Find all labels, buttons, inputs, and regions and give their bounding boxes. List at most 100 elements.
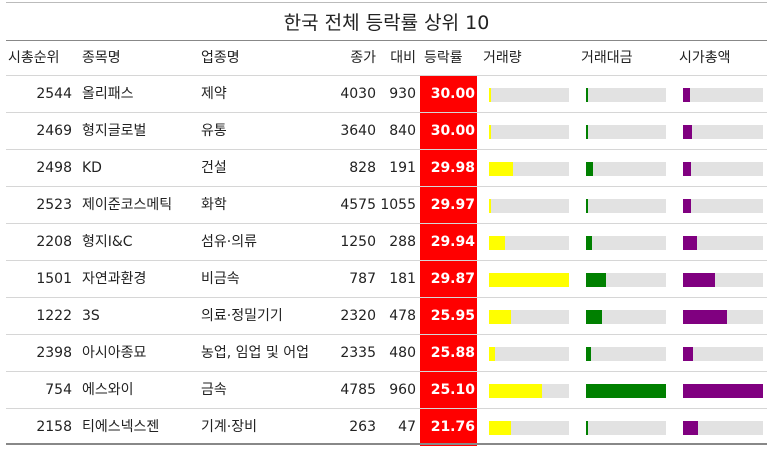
close-price-cell: 4030 xyxy=(340,86,376,102)
close-price-cell: 4575 xyxy=(340,197,376,213)
chart-title: 한국 전체 등락률 상위 10 xyxy=(283,12,490,34)
market-cap-bar-track xyxy=(683,162,763,176)
rank-cell: 1222 xyxy=(36,308,72,324)
change-rate-cell: 25.95 xyxy=(420,298,477,335)
change-amount-cell: 181 xyxy=(389,271,416,287)
rank-cell: 2523 xyxy=(36,197,72,213)
change-amount-cell: 1055 xyxy=(380,197,416,213)
trade-value-bar-track xyxy=(586,162,666,176)
stock-name-cell: 형지글로벌 xyxy=(82,123,147,139)
rank-cell: 2208 xyxy=(36,234,72,250)
rank-cell: 2398 xyxy=(36,345,72,361)
volume-bar xyxy=(489,236,505,250)
market-cap-bar xyxy=(683,88,691,102)
close-price-cell: 828 xyxy=(349,160,376,176)
stock-name-cell: 자연과환경 xyxy=(82,271,147,287)
rank-cell: 754 xyxy=(45,382,72,398)
change-amount-cell: 960 xyxy=(389,382,416,398)
market-cap-bar xyxy=(683,347,694,361)
stock-name-cell: 제이준코스메틱 xyxy=(82,197,173,213)
table-row: 2158 티에스넥스젠 기계·장비 263 47 21.76 xyxy=(6,408,767,446)
header-sector: 업종명 xyxy=(201,50,240,66)
change-rate-cell: 25.88 xyxy=(420,335,477,372)
change-rate-cell: 21.76 xyxy=(420,409,477,446)
close-price-cell: 263 xyxy=(349,419,376,435)
trade-value-bar xyxy=(586,162,594,176)
market-cap-bar-track xyxy=(683,236,763,250)
volume-bar-track xyxy=(489,421,569,435)
trade-value-bar xyxy=(586,125,588,139)
trade-value-bar-track xyxy=(586,421,666,435)
header-volume: 거래량 xyxy=(483,50,522,66)
volume-bar-track xyxy=(489,384,569,398)
change-amount-cell: 47 xyxy=(398,419,416,435)
market-cap-bar-track xyxy=(683,273,763,287)
sector-cell: 비금속 xyxy=(201,271,240,287)
volume-bar xyxy=(489,347,495,361)
stock-name-cell: 에스와이 xyxy=(82,382,134,398)
market-cap-bar-track xyxy=(683,384,763,398)
header-name: 종목명 xyxy=(82,50,121,66)
market-cap-bar-track xyxy=(683,347,763,361)
sector-cell: 의료·정밀기기 xyxy=(201,308,283,324)
bottom-rule xyxy=(6,443,767,445)
trade-value-bar-track xyxy=(586,273,666,287)
rank-cell: 2498 xyxy=(36,160,72,176)
volume-bar-track xyxy=(489,310,569,324)
change-rate-cell: 29.94 xyxy=(420,224,477,261)
stock-name-cell: 3S xyxy=(82,308,100,324)
volume-bar xyxy=(489,199,491,213)
top-rule xyxy=(6,2,767,3)
volume-bar xyxy=(489,162,513,176)
trade-value-bar-track xyxy=(586,88,666,102)
market-cap-bar xyxy=(683,199,691,213)
close-price-cell: 1250 xyxy=(340,234,376,250)
volume-bar-track xyxy=(489,199,569,213)
volume-bar-track xyxy=(489,88,569,102)
trade-value-bar xyxy=(586,384,666,398)
header-mcap: 시가총액 xyxy=(679,50,731,66)
market-cap-bar-track xyxy=(683,125,763,139)
table-row: 2498 KD 건설 828 191 29.98 xyxy=(6,149,767,187)
sector-cell: 금속 xyxy=(201,382,227,398)
stock-name-cell: KD xyxy=(82,160,102,176)
trade-value-bar-track xyxy=(586,384,666,398)
rank-cell: 2544 xyxy=(36,86,72,102)
market-cap-bar xyxy=(683,310,727,324)
market-cap-bar xyxy=(683,125,692,139)
volume-bar-track xyxy=(489,347,569,361)
market-cap-bar-track xyxy=(683,199,763,213)
table-row: 2208 형지I&C 섬유·의류 1250 288 29.94 xyxy=(6,223,767,261)
table-row: 2544 올리패스 제약 4030 930 30.00 xyxy=(6,75,767,113)
trade-value-bar xyxy=(586,421,588,435)
close-price-cell: 4785 xyxy=(340,382,376,398)
stock-name-cell: 티에스넥스젠 xyxy=(82,419,160,435)
volume-bar xyxy=(489,310,511,324)
table-row: 2523 제이준코스메틱 화학 4575 1055 29.97 xyxy=(6,186,767,224)
volume-bar-track xyxy=(489,273,569,287)
table-row: 754 에스와이 금속 4785 960 25.10 xyxy=(6,371,767,409)
change-rate-cell: 29.87 xyxy=(420,261,477,298)
close-price-cell: 787 xyxy=(349,271,376,287)
trade-value-bar-track xyxy=(586,236,666,250)
trade-value-bar xyxy=(586,88,588,102)
market-cap-bar xyxy=(683,236,698,250)
change-amount-cell: 840 xyxy=(389,123,416,139)
change-amount-cell: 191 xyxy=(389,160,416,176)
stock-name-cell: 아시아종묘 xyxy=(82,345,147,361)
trade-value-bar xyxy=(586,199,588,213)
change-rate-cell: 25.10 xyxy=(420,372,477,409)
header-value: 거래대금 xyxy=(581,50,633,66)
volume-bar xyxy=(489,88,491,102)
volume-bar xyxy=(489,125,491,139)
sector-cell: 제약 xyxy=(201,86,227,102)
trade-value-bar-track xyxy=(586,347,666,361)
change-rate-cell: 30.00 xyxy=(420,76,477,113)
sector-cell: 기계·장비 xyxy=(201,419,257,435)
sector-cell: 농업, 임업 및 어업 xyxy=(201,345,309,361)
header-diff: 대비 xyxy=(390,50,416,66)
table-row: 2469 형지글로벌 유통 3640 840 30.00 xyxy=(6,112,767,150)
trade-value-bar xyxy=(586,236,593,250)
close-price-cell: 2320 xyxy=(340,308,376,324)
